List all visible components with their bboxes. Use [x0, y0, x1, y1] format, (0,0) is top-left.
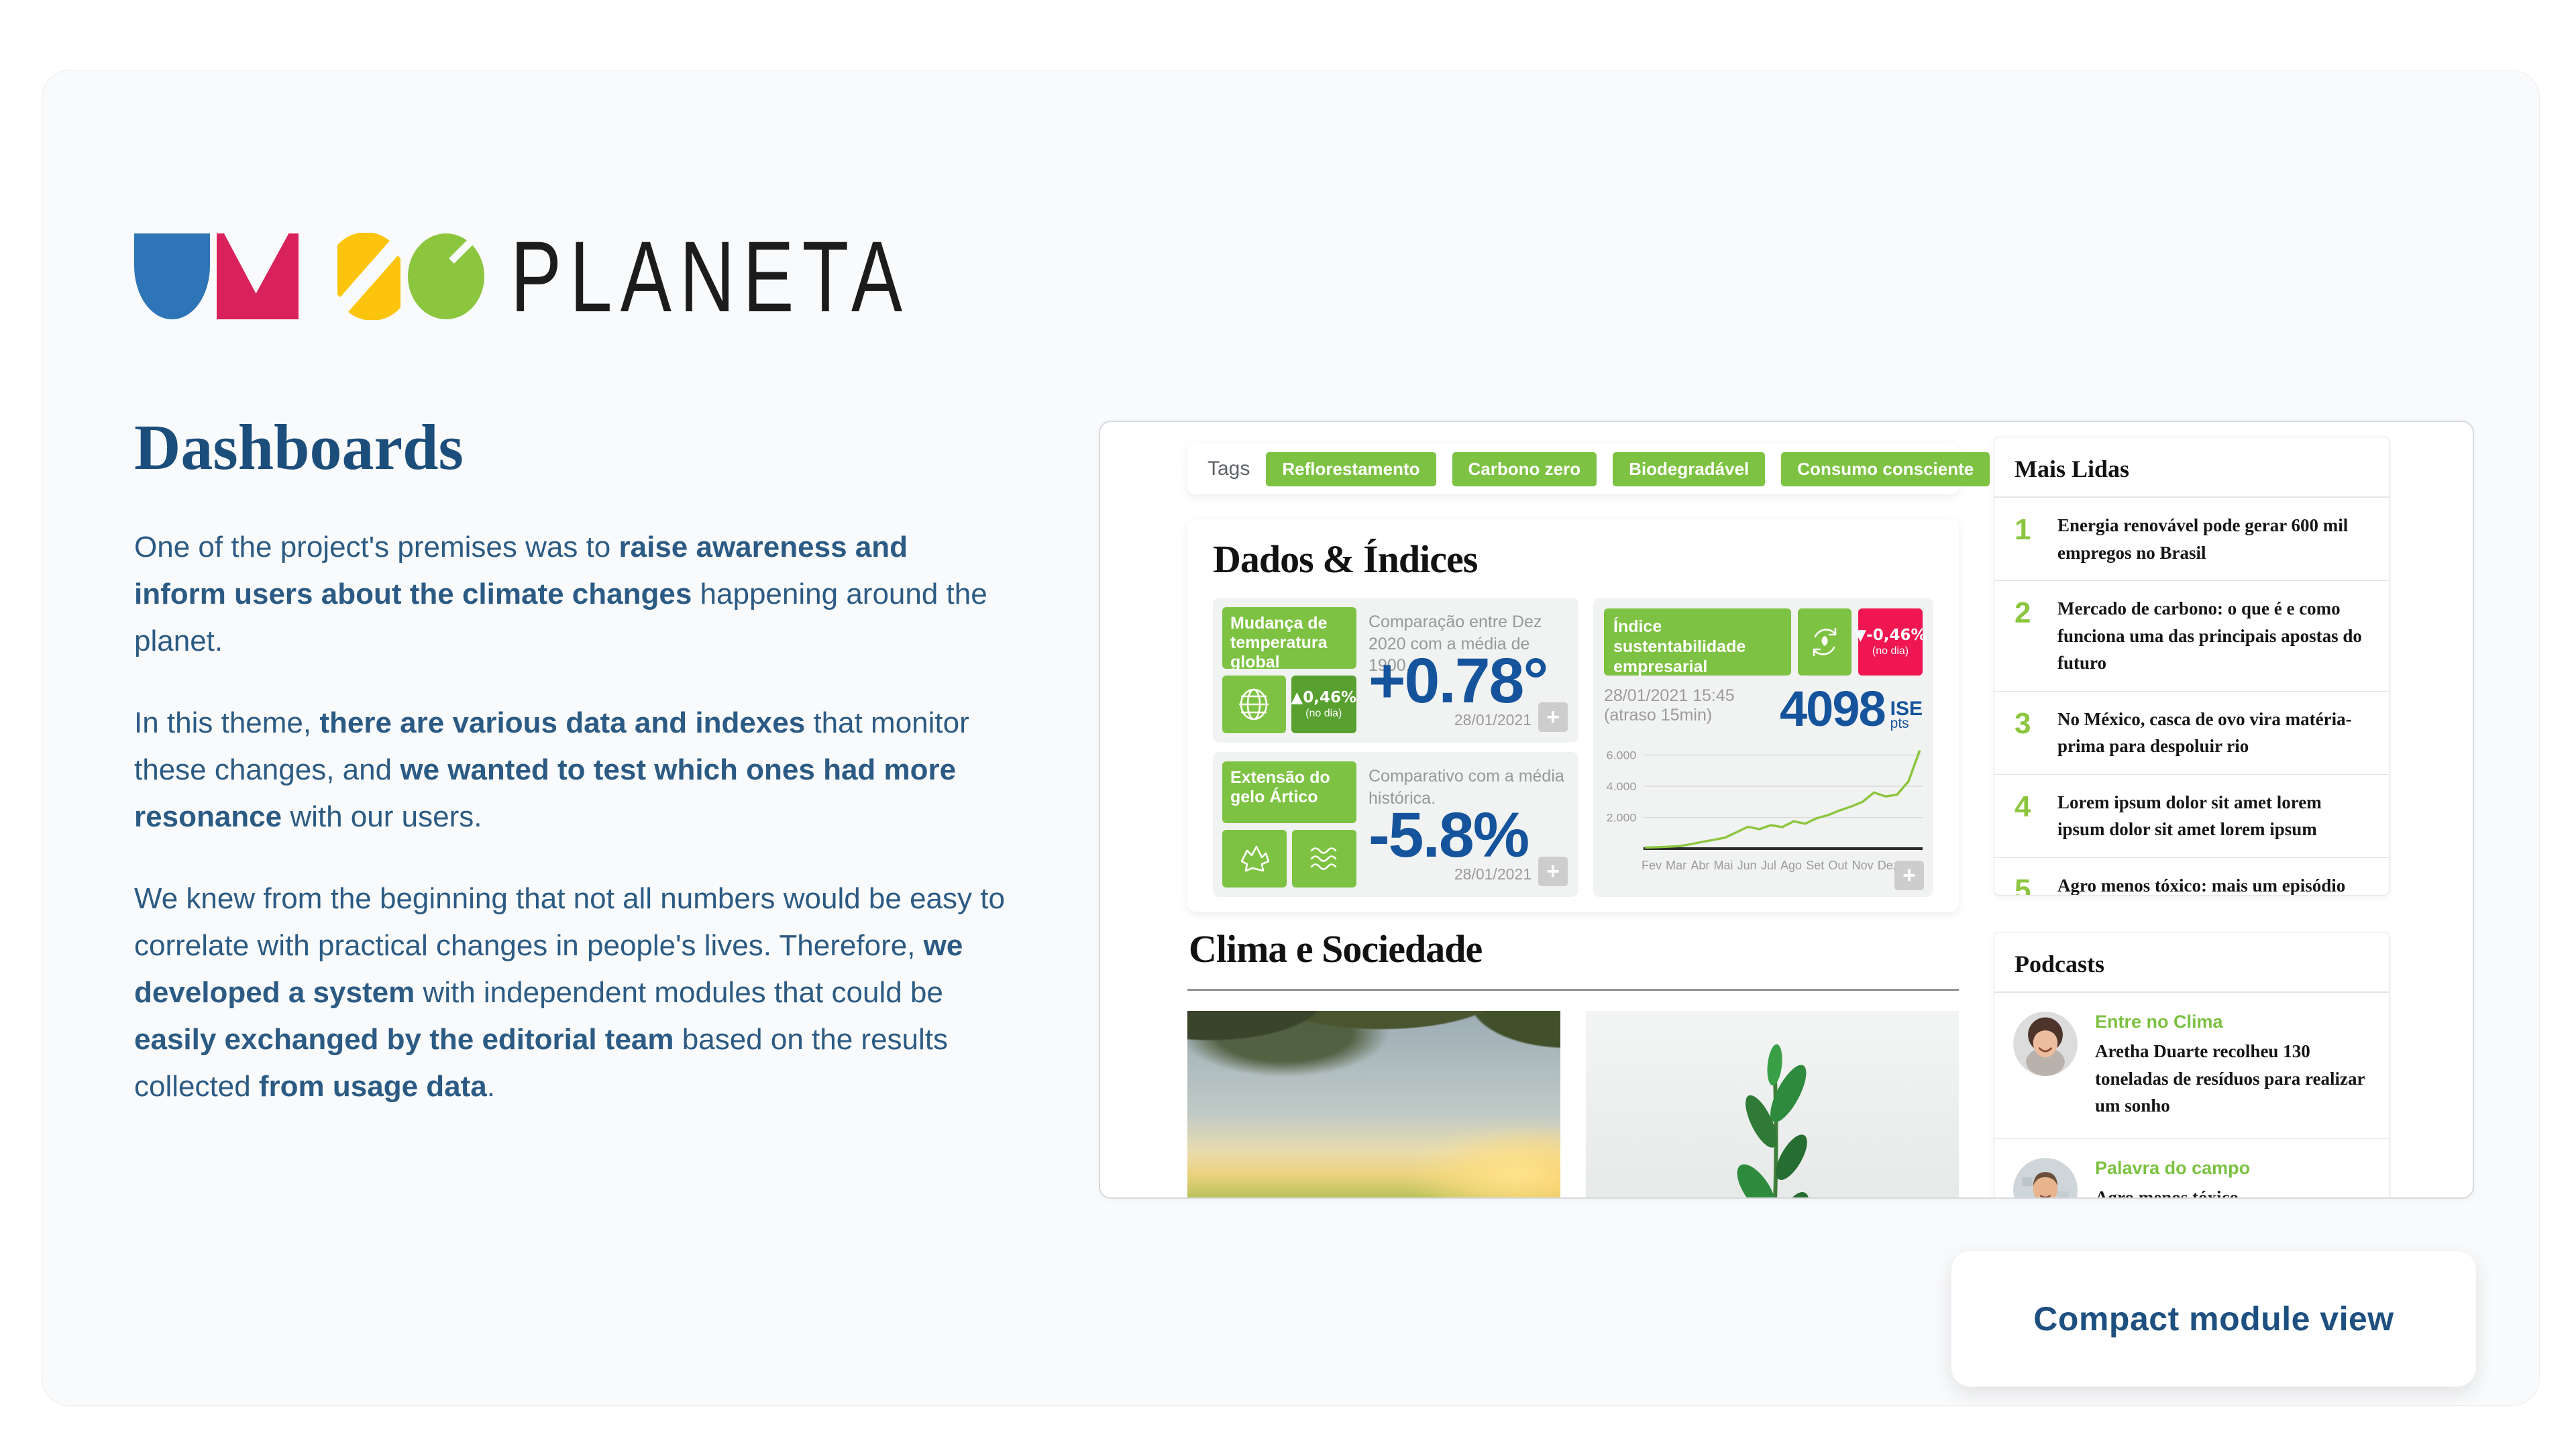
x-tick-label: Out	[1828, 859, 1848, 872]
ise-delta-tile: ▼-0,46% (no dia)	[1854, 608, 1927, 676]
dashboard-preview: Tags Reflorestamento Carbono zero Biodeg…	[1099, 421, 2474, 1199]
temperatura-global-card: Mudança de temperatura global ▲0,46%	[1213, 598, 1578, 743]
logo-letter-s-icon	[337, 233, 400, 320]
mais-lidas-item-2[interactable]: 2 Mercado de carbono: o que é e como fun…	[1994, 580, 2389, 691]
temperatura-date: 28/01/2021	[1454, 711, 1532, 729]
tags-label: Tags	[1208, 458, 1250, 480]
temperatura-desc: Comparação entre Dez 2020 com a média de…	[1368, 612, 1542, 675]
svg-text:4.000: 4.000	[1607, 780, 1637, 792]
gelo-date: 28/01/2021	[1454, 865, 1532, 883]
x-tick-label: Dez	[1877, 859, 1899, 872]
x-tick-label: Set	[1806, 859, 1825, 872]
logo-letter-u-icon	[134, 233, 210, 319]
compact-module-view-button[interactable]: Compact module view	[1951, 1251, 2476, 1387]
recycle-leaf-icon	[1798, 608, 1851, 676]
expand-ise-button[interactable]: +	[1894, 861, 1924, 890]
rank-badge: 5	[2015, 873, 2031, 896]
mais-lidas-item-4[interactable]: 4 Lorem ipsum dolor sit amet lorem ipsum…	[1994, 773, 2389, 857]
mais-lidas-item-1[interactable]: 1 Energia renovável pode gerar 600 mil e…	[1994, 498, 2389, 580]
x-tick-label: Mai	[1713, 859, 1733, 872]
podcast-show-name: Palavra do campo	[2095, 1157, 2251, 1178]
temperatura-label: Mudança de temperatura global	[1222, 607, 1356, 672]
podcasts-panel: Podcasts Entre no Clima Aretha Duarte re…	[1994, 932, 2390, 1199]
logo-letter-m-icon	[217, 233, 299, 319]
dados-grid: Mudança de temperatura global ▲0,46%	[1213, 598, 1933, 897]
ise-timestamp: 28/01/2021 15:45 (atraso 15min)	[1604, 686, 1735, 724]
gelo-desc: Comparativo com a média histórica.	[1368, 767, 1564, 808]
rank-badge: 4	[2015, 790, 2031, 823]
waves-icon	[1292, 830, 1356, 888]
tag-carbono-zero[interactable]: Carbono zero	[1452, 451, 1597, 486]
podcast-episode-title: Agro menos tóxico	[2095, 1187, 2239, 1199]
ise-chart-xlabels: FevMarAbrMaiJunJulAgoSetOutNovDezJan	[1642, 859, 1923, 873]
x-tick-label: Fev	[1642, 859, 1662, 872]
ise-chart: 6.000 4.000 2.000 Fev Mar Abr Mai Jun Jul Ago Set…	[1604, 737, 1923, 873]
mais-lidas-title: Mais Lidas	[1994, 437, 2389, 498]
paragraph-2: In this theme, there are various data an…	[134, 706, 969, 833]
svg-text:2.000: 2.000	[1607, 811, 1637, 824]
dados-indices-card: Dados & Índices Mudança de temperatura g…	[1187, 519, 1959, 912]
gelo-tiles: Extensão do gelo Ártico	[1222, 761, 1356, 888]
ise-value: 4098	[1780, 681, 1886, 737]
x-tick-label: Jun	[1737, 859, 1757, 872]
paragraph-1: One of the project's premises was to rai…	[134, 531, 987, 657]
tag-consumo-consciente[interactable]: Consumo consciente	[1781, 451, 1990, 486]
tag-reflorestamento[interactable]: Reflorestamento	[1266, 451, 1436, 486]
delta-down-value: ▼-0,46%	[1854, 627, 1927, 644]
podcast-item-2[interactable]: Palavra do campo Agro menos tóxico	[1994, 1138, 2389, 1199]
ise-card: Índice sustentabilidade empresarial ▼-0,…	[1593, 598, 1933, 897]
temperatura-tiles: Mudança de temperatura global ▲0,46%	[1222, 607, 1356, 733]
mais-lidas-item-3[interactable]: 3 No México, casca de ovo vira matéria-p…	[1994, 690, 2389, 774]
globe-icon	[1222, 676, 1286, 733]
gelo-label: Extensão do gelo Ártico	[1222, 761, 1356, 823]
ise-chart-svg: 6.000 4.000 2.000	[1607, 749, 1923, 850]
avatar	[2013, 1012, 2078, 1076]
rank-badge: 2	[2015, 596, 2031, 629]
gelo-artico-card: Extensão do gelo Ártico	[1213, 752, 1578, 897]
podcasts-title: Podcasts	[1994, 932, 2389, 993]
gelo-value: -5.8%	[1368, 800, 1529, 871]
clima-sociedade-title: Clima e Sociedade	[1189, 927, 1483, 971]
temperatura-delta-tile: ▲0,46% (no dia)	[1291, 676, 1356, 733]
podcast-item-1[interactable]: Entre no Clima Aretha Duarte recolheu 13…	[1994, 993, 2389, 1138]
ise-label: Índice sustentabilidade empresarial	[1604, 608, 1791, 676]
expand-gelo-button[interactable]: +	[1538, 857, 1568, 886]
mais-lidas-panel: Mais Lidas 1 Energia renovável pode gera…	[1994, 437, 2390, 896]
case-study-text: One of the project's premises was to rai…	[134, 524, 1006, 1145]
podcast-episode-title: Aretha Duarte recolheu 130 toneladas de …	[2095, 1041, 2365, 1116]
logo-letter-o-icon	[408, 233, 484, 319]
avatar	[2013, 1157, 2078, 1197]
x-tick-label: Abr	[1690, 859, 1710, 872]
clima-photos	[1187, 1011, 1959, 1197]
x-tick-label: Nov	[1851, 859, 1874, 872]
section-divider	[1187, 989, 1959, 991]
page-card: PLANETA Dashboards One of the project's …	[42, 70, 2540, 1406]
page-title: Dashboards	[134, 411, 464, 483]
dados-indices-title: Dados & Índices	[1213, 537, 1478, 581]
expand-temperatura-button[interactable]: +	[1538, 702, 1568, 732]
x-tick-label: Jul	[1760, 859, 1776, 872]
um-so-planeta-logo: PLANETA	[134, 220, 1036, 333]
delta-up-value: ▲0,46%	[1291, 689, 1356, 706]
photo-sunset-field[interactable]	[1187, 1011, 1560, 1197]
tags-bar: Tags Reflorestamento Carbono zero Biodeg…	[1187, 443, 2027, 494]
stat-column: Mudança de temperatura global ▲0,46%	[1213, 598, 1578, 897]
x-tick-label: Ago	[1780, 859, 1803, 872]
podcast-show-name: Entre no Clima	[2095, 1012, 2223, 1032]
photo-green-plant[interactable]	[1586, 1011, 1959, 1197]
ise-unit: ISE	[1890, 698, 1923, 720]
mais-lidas-item-5[interactable]: 5 Agro menos tóxico: mais um episódio do…	[1994, 857, 2389, 896]
x-tick-label: Mar	[1666, 859, 1687, 872]
rank-badge: 1	[2015, 513, 2031, 546]
logo-wordmark: PLANETA	[511, 220, 911, 333]
iceberg-icon	[1222, 830, 1287, 888]
tag-biodegradavel[interactable]: Biodegradável	[1613, 451, 1766, 486]
temperatura-value: +0.78°	[1368, 645, 1548, 716]
rank-badge: 3	[2015, 706, 2031, 740]
svg-text:6.000: 6.000	[1607, 749, 1637, 761]
paragraph-3: We knew from the beginning that not all …	[134, 882, 1005, 1103]
